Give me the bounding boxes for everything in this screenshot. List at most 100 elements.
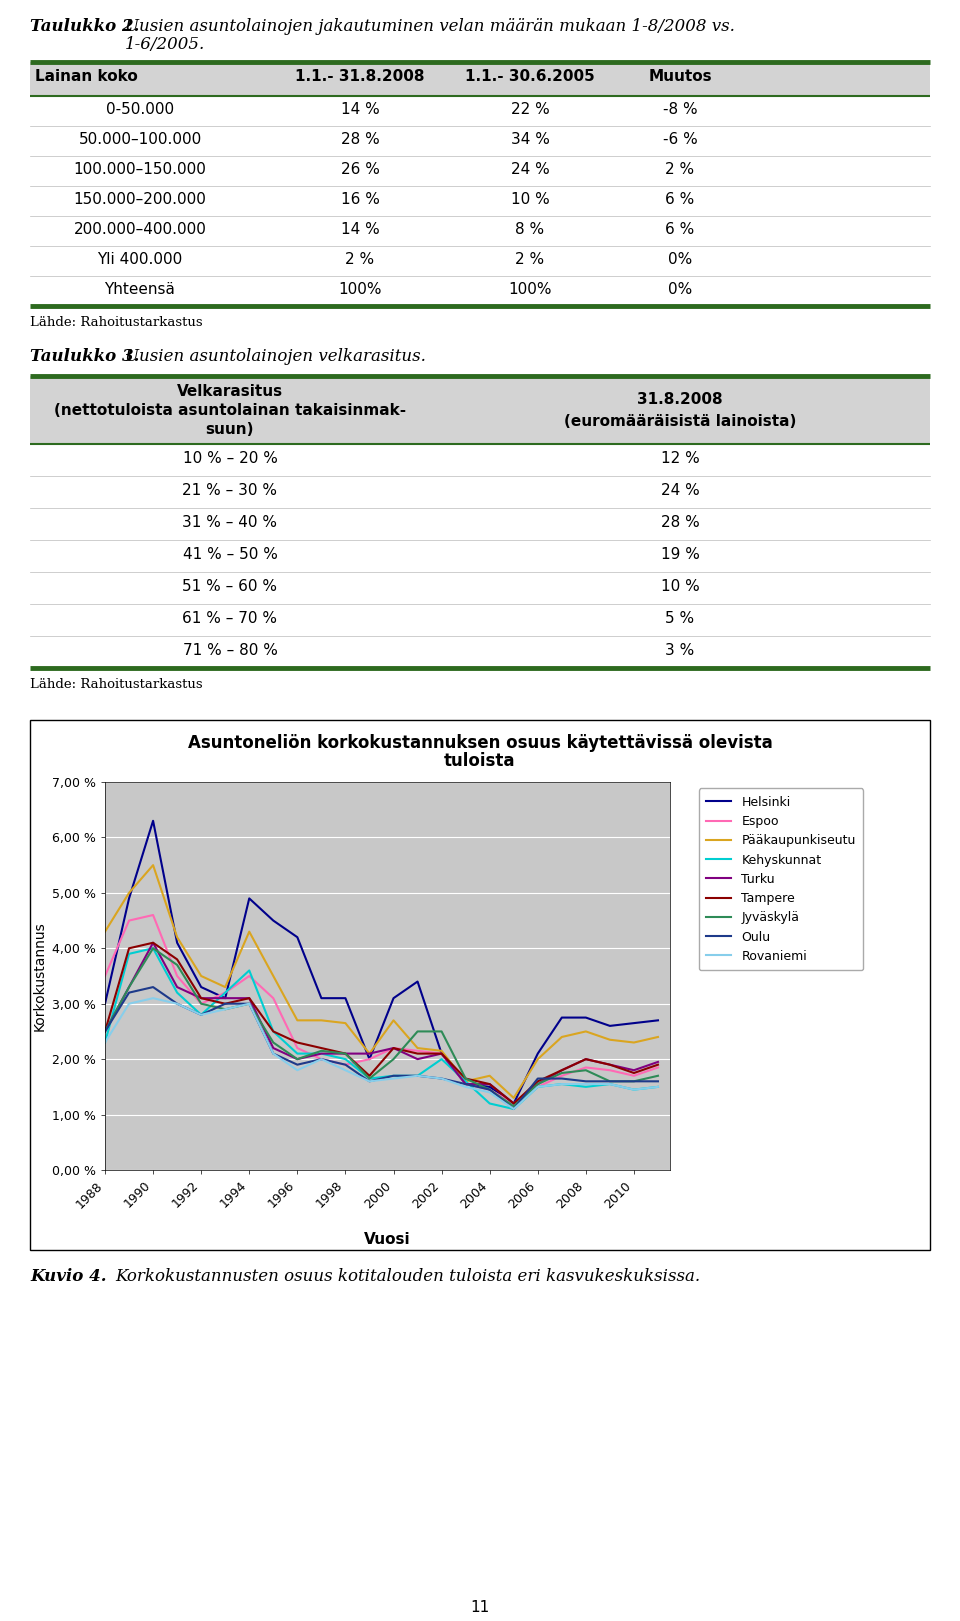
- Rovaniemi: [364, 1071, 375, 1091]
- Pääkaupunkiseutu: [460, 1071, 471, 1091]
- Espoo: [99, 966, 110, 986]
- Line: Oulu: Oulu: [105, 987, 658, 1109]
- Text: Lähde: Rahoitustarkastus: Lähde: Rahoitustarkastus: [30, 316, 203, 329]
- Turku: [364, 1044, 375, 1063]
- Text: 24 %: 24 %: [660, 483, 700, 498]
- Helsinki: [628, 1013, 639, 1033]
- Espoo: [556, 1067, 567, 1086]
- Text: 28 %: 28 %: [341, 131, 379, 148]
- Rovaniemi: [484, 1083, 495, 1102]
- Pääkaupunkiseutu: [484, 1067, 495, 1086]
- Pääkaupunkiseutu: [292, 1010, 303, 1029]
- Kehyskunnat: [340, 1049, 351, 1068]
- Rovaniemi: [508, 1099, 519, 1118]
- Espoo: [316, 1049, 327, 1068]
- Espoo: [652, 1059, 663, 1078]
- Rovaniemi: [412, 1067, 423, 1086]
- Text: 2 %: 2 %: [346, 251, 374, 267]
- Turku: [172, 977, 183, 997]
- Rovaniemi: [196, 1005, 207, 1024]
- Text: Muutos: Muutos: [648, 70, 711, 84]
- Text: 71 % – 80 %: 71 % – 80 %: [182, 644, 277, 658]
- Oulu: [628, 1071, 639, 1091]
- Jyväskylä: [388, 1049, 399, 1068]
- Text: Uusien asuntolainojen jakautuminen velan määrän mukaan 1-8/2008 vs.: Uusien asuntolainojen jakautuminen velan…: [125, 18, 734, 36]
- Text: 10 %: 10 %: [660, 579, 700, 593]
- Espoo: [147, 905, 158, 924]
- Oulu: [508, 1099, 519, 1118]
- Helsinki: [604, 1016, 615, 1036]
- Tampere: [196, 989, 207, 1008]
- Jyväskylä: [460, 1068, 471, 1088]
- Jyväskylä: [484, 1080, 495, 1099]
- Text: 150.000–200.000: 150.000–200.000: [74, 191, 206, 207]
- Kehyskunnat: [268, 1021, 279, 1041]
- Rovaniemi: [460, 1076, 471, 1096]
- Turku: [196, 989, 207, 1008]
- Jyväskylä: [292, 1049, 303, 1068]
- Helsinki: [292, 927, 303, 947]
- Helsinki: [316, 989, 327, 1008]
- Kehyskunnat: [172, 982, 183, 1002]
- Tampere: [628, 1063, 639, 1083]
- Kehyskunnat: [532, 1076, 543, 1096]
- Turku: [604, 1055, 615, 1075]
- Oulu: [484, 1080, 495, 1099]
- Jyväskylä: [316, 1041, 327, 1060]
- Oulu: [388, 1067, 399, 1086]
- Turku: [484, 1075, 495, 1094]
- Kehyskunnat: [123, 943, 134, 963]
- Oulu: [436, 1068, 447, 1088]
- Text: Taulukko 2.: Taulukko 2.: [30, 18, 139, 36]
- Turku: [244, 989, 255, 1008]
- Bar: [30, 62, 930, 96]
- Text: 10 % – 20 %: 10 % – 20 %: [182, 451, 277, 465]
- Text: 1-6/2005.: 1-6/2005.: [125, 36, 205, 53]
- Helsinki: [556, 1008, 567, 1028]
- Jyväskylä: [508, 1096, 519, 1115]
- Rovaniemi: [316, 1049, 327, 1068]
- Text: (euromääräisistä lainoista): (euromääräisistä lainoista): [564, 413, 796, 430]
- Text: -6 %: -6 %: [662, 131, 697, 148]
- Espoo: [436, 1044, 447, 1063]
- Tampere: [388, 1039, 399, 1059]
- Tampere: [244, 989, 255, 1008]
- Helsinki: [460, 1075, 471, 1094]
- Text: 12 %: 12 %: [660, 451, 700, 465]
- Tampere: [508, 1094, 519, 1114]
- Turku: [316, 1044, 327, 1063]
- Text: 41 % – 50 %: 41 % – 50 %: [182, 546, 277, 562]
- Text: 11: 11: [470, 1600, 490, 1615]
- Oulu: [364, 1071, 375, 1091]
- Line: Jyväskylä: Jyväskylä: [105, 948, 658, 1106]
- Turku: [268, 1039, 279, 1059]
- Line: Turku: Turku: [105, 943, 658, 1104]
- Jyväskylä: [628, 1071, 639, 1091]
- Turku: [556, 1060, 567, 1080]
- Oulu: [99, 1021, 110, 1041]
- Text: 1.1.- 31.8.2008: 1.1.- 31.8.2008: [296, 70, 424, 84]
- Pääkaupunkiseutu: [123, 883, 134, 903]
- Text: Yli 400.000: Yli 400.000: [97, 251, 182, 267]
- Text: 22 %: 22 %: [511, 102, 549, 117]
- Rovaniemi: [123, 994, 134, 1013]
- Text: Lähde: Rahoitustarkastus: Lähde: Rahoitustarkastus: [30, 678, 203, 691]
- Text: 0%: 0%: [668, 251, 692, 267]
- Helsinki: [532, 1044, 543, 1063]
- Helsinki: [123, 888, 134, 908]
- Espoo: [364, 1049, 375, 1068]
- Turku: [508, 1094, 519, 1114]
- Text: 26 %: 26 %: [341, 162, 379, 177]
- Turku: [412, 1049, 423, 1068]
- Kehyskunnat: [196, 1005, 207, 1024]
- Oulu: [340, 1055, 351, 1075]
- Pääkaupunkiseutu: [268, 966, 279, 986]
- Text: Yhteensä: Yhteensä: [105, 282, 176, 297]
- Oulu: [147, 977, 158, 997]
- Helsinki: [436, 1044, 447, 1063]
- Espoo: [220, 982, 231, 1002]
- Text: 0%: 0%: [668, 282, 692, 297]
- Jyväskylä: [123, 977, 134, 997]
- Jyväskylä: [172, 955, 183, 974]
- Turku: [292, 1049, 303, 1068]
